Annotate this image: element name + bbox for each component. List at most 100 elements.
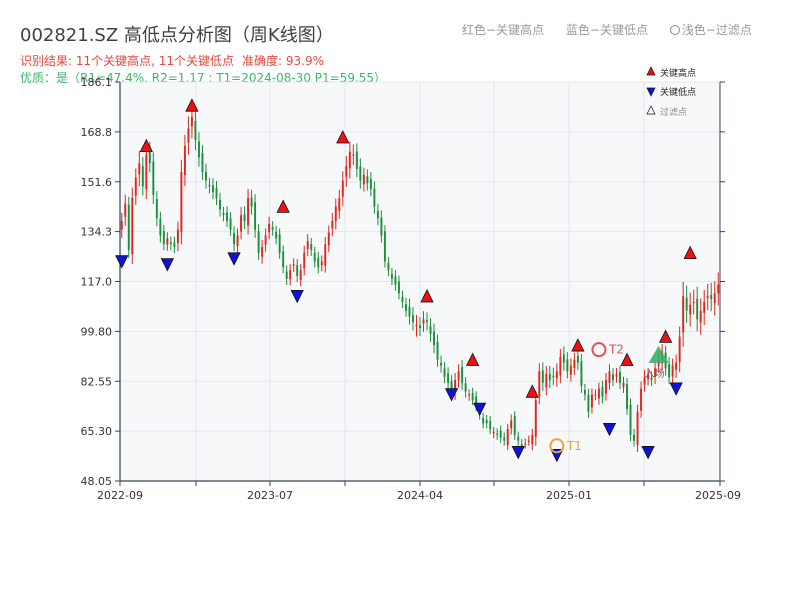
- candle-body: [355, 151, 358, 169]
- key-low-marker: [290, 289, 304, 304]
- candle-body: [619, 372, 621, 383]
- candle-body: [359, 166, 362, 181]
- candle-body: [668, 364, 671, 378]
- candle-body: [440, 362, 443, 366]
- candle-body: [706, 296, 709, 298]
- candle-body: [520, 444, 523, 447]
- candle-body: [145, 154, 148, 190]
- x-tick-label: 2024-04: [397, 489, 443, 502]
- candle-body: [566, 359, 569, 372]
- legend-low-label: 关键低点: [660, 86, 696, 98]
- key-low-marker: [511, 446, 525, 460]
- candle-body: [233, 233, 235, 245]
- x-tick-label: 2025-09: [695, 489, 741, 502]
- candle-body: [219, 199, 221, 210]
- candle-body: [713, 293, 716, 304]
- candle-body: [408, 306, 411, 317]
- candle-body: [615, 374, 618, 377]
- y-tick-label: 168.8: [81, 126, 113, 139]
- candle-body: [197, 141, 200, 158]
- key-high-marker: [336, 130, 350, 144]
- y-tick-label: 117.0: [81, 276, 113, 289]
- x-tick-label: 2025-01: [546, 489, 592, 502]
- key-high-marker: [139, 138, 153, 153]
- candle-body: [482, 417, 485, 424]
- candle-body: [271, 227, 274, 230]
- candle-body: [573, 359, 576, 369]
- candle-body: [310, 244, 313, 250]
- candle-body: [317, 257, 320, 268]
- candle-body: [236, 235, 239, 247]
- candle-body: [559, 356, 562, 376]
- candle-body: [120, 221, 123, 230]
- candle-body: [205, 171, 207, 181]
- candle-body: [696, 298, 699, 320]
- candle-body: [159, 218, 162, 236]
- candle-body: [461, 366, 464, 383]
- key-high-marker: [465, 352, 480, 366]
- candle-body: [190, 116, 193, 127]
- candle-body: [341, 180, 344, 197]
- candle-body: [436, 341, 439, 360]
- candle-body: [626, 383, 628, 409]
- candle-body: [397, 281, 400, 294]
- candle-body: [471, 392, 474, 401]
- candle-body: [390, 273, 393, 279]
- candle-body: [499, 430, 502, 438]
- candle-body: [569, 365, 572, 375]
- candle-body: [229, 218, 232, 230]
- candle-body: [376, 210, 379, 219]
- y-tick-label: 82.55: [81, 375, 113, 388]
- key-low-marker: [227, 252, 241, 266]
- candle-body: [636, 411, 639, 445]
- candle-body: [173, 242, 176, 248]
- circle-icon: [669, 25, 680, 35]
- chart-title: 002821.SZ 高低点分析图（周K线图）: [20, 25, 334, 46]
- candle-body: [703, 301, 706, 313]
- top-legend: 红色−关键高点 蓝色−关键低点 浅色−过滤点: [462, 21, 770, 38]
- candle-body: [208, 184, 211, 187]
- candle-body: [685, 297, 688, 311]
- candle-body: [527, 440, 530, 442]
- candle-body: [682, 296, 685, 333]
- candle-body: [247, 197, 250, 226]
- candle-body: [254, 202, 257, 230]
- candle-body: [545, 374, 548, 388]
- candle-body: [601, 386, 604, 398]
- candle-body: [261, 247, 264, 257]
- key-low-marker: [669, 382, 683, 396]
- candle-body: [612, 374, 614, 380]
- legend-high-text: 红色−关键高点: [462, 23, 545, 37]
- candle-body: [454, 379, 457, 393]
- candle-body: [299, 270, 302, 281]
- candle-body: [429, 326, 432, 334]
- candle-body: [506, 429, 509, 446]
- candle-body: [352, 154, 355, 156]
- candle-body: [194, 120, 197, 141]
- candle-body: [383, 231, 386, 262]
- accuracy-text: 准确度: 93.9%: [242, 54, 325, 68]
- candle-body: [405, 304, 407, 311]
- y-tick-label: 99.80: [81, 325, 113, 338]
- candle-body: [647, 374, 650, 380]
- candle-body: [450, 381, 453, 389]
- candle-body: [422, 319, 425, 324]
- candle-body: [275, 232, 278, 239]
- x-tick-label: 2023-07: [247, 489, 293, 502]
- candle-body: [513, 416, 516, 435]
- buy-signal-label: 入场: [645, 367, 665, 380]
- candle-body: [457, 371, 460, 381]
- candle-body: [605, 379, 607, 394]
- candle-body: [534, 400, 537, 437]
- candle-body: [426, 320, 428, 323]
- candle-body: [303, 252, 306, 269]
- candle-body: [689, 304, 692, 315]
- candle-body: [226, 212, 228, 222]
- candle-body: [590, 394, 593, 408]
- candle-body: [580, 361, 583, 386]
- key-low-marker: [115, 255, 129, 269]
- candle-body: [510, 420, 513, 429]
- candle-body: [643, 377, 646, 385]
- candle-body: [124, 203, 127, 217]
